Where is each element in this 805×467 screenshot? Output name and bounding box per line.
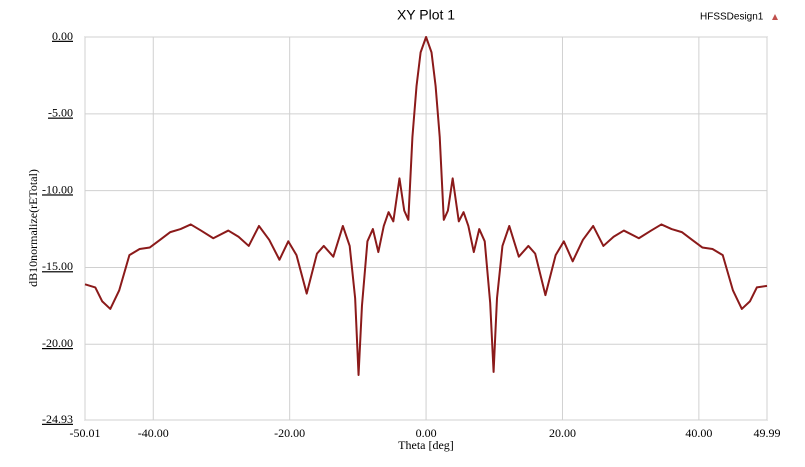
data-line [84, 36, 768, 376]
y-tick-label: -15.00 [42, 259, 73, 273]
y-tick-label: -24.93 [42, 412, 73, 426]
x-tick-label: 20.00 [549, 426, 576, 440]
y-tick-label: -5.00 [48, 106, 73, 120]
x-tick-label: -20.00 [274, 426, 305, 440]
x-tick-label: 40.00 [685, 426, 712, 440]
design-marker [772, 14, 778, 20]
x-axis-label: Theta [deg] [398, 438, 454, 452]
design-name: HFSSDesign1 [700, 12, 764, 23]
chart-title: XY Plot 1 [397, 7, 455, 23]
x-tick-label: 0.00 [416, 426, 437, 440]
x-tick-label: -40.00 [138, 426, 169, 440]
x-tick-label: -50.01 [70, 426, 101, 440]
y-tick-label: -20.00 [42, 336, 73, 350]
y-axis-label: dB10normalize(rETotal) [26, 169, 40, 287]
y-tick-label: 0.00 [52, 29, 73, 43]
y-tick-label: -10.00 [42, 182, 73, 196]
x-tick-label: 49.99 [754, 426, 781, 440]
